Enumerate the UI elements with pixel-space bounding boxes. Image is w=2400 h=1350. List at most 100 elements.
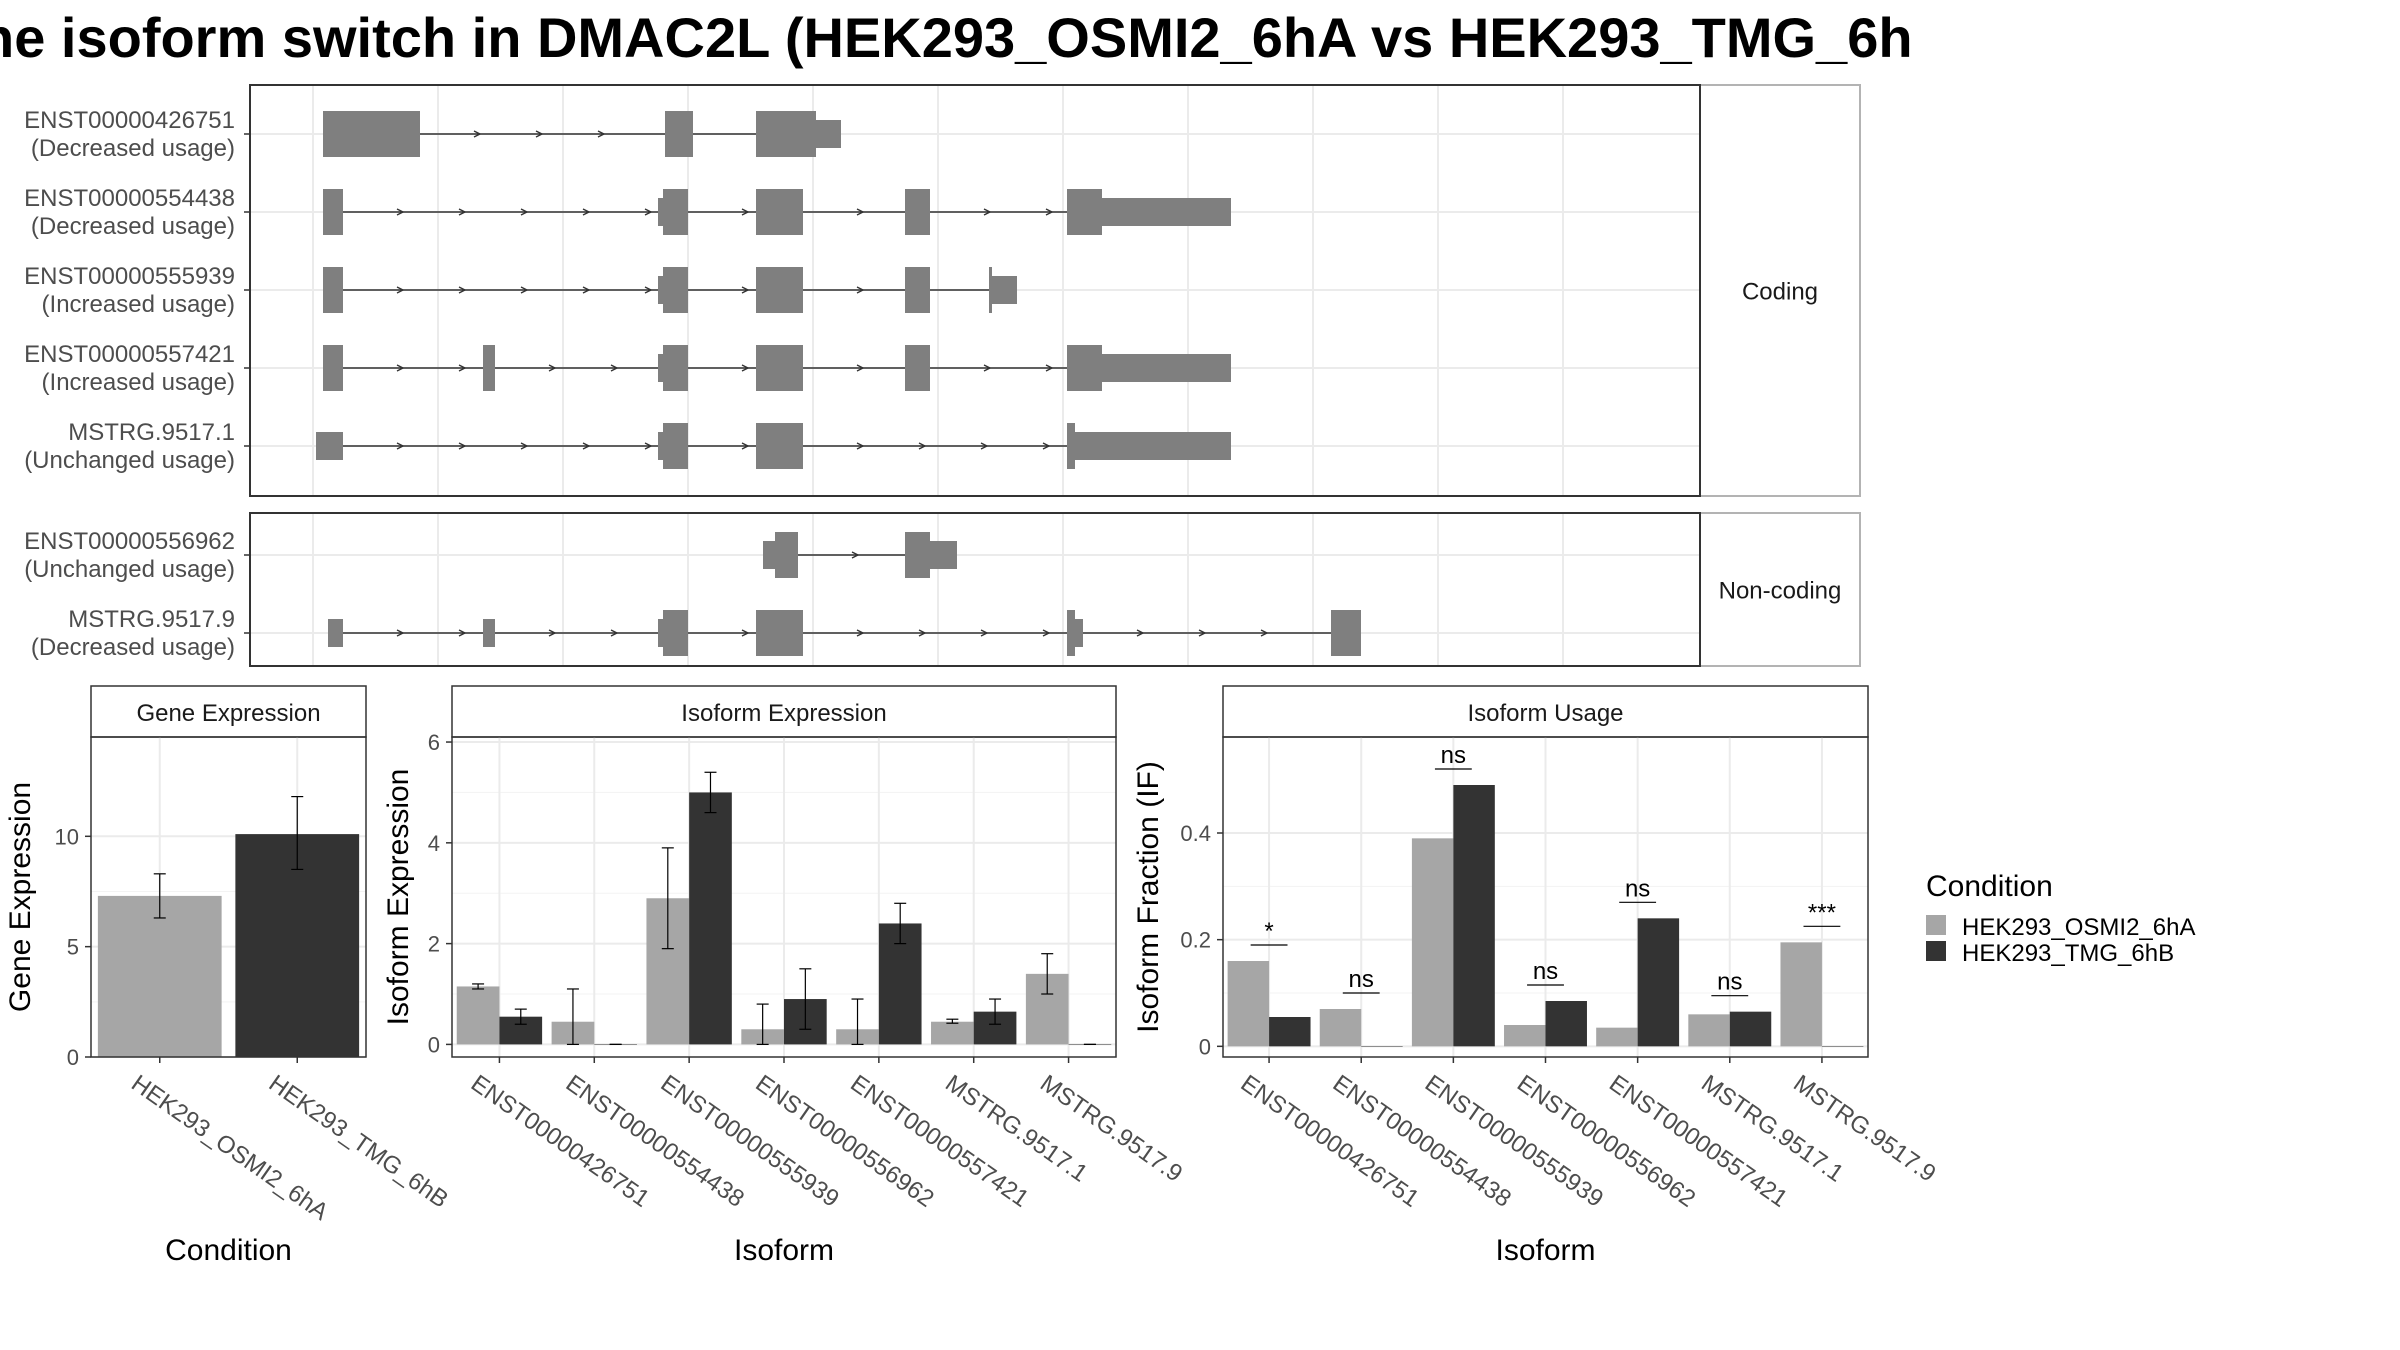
significance-label: * — [1264, 918, 1273, 945]
cds-exon — [775, 532, 798, 578]
cds-exon — [663, 189, 688, 235]
intron-arrow — [983, 208, 992, 216]
panel-strip — [451, 685, 1117, 738]
cds-exon — [905, 189, 930, 235]
cds-exon — [1067, 189, 1102, 235]
transcript-structure-plot: Coding ENST00000426751(Decreased usage) EN… — [24, 84, 1861, 667]
panel-title: Isoform Expression — [681, 700, 886, 727]
cds-exon — [756, 189, 803, 235]
x-axis-title: Isoform — [734, 1234, 834, 1267]
transcript-row: MSTRG.9517.9(Decreased usage) — [31, 606, 1361, 661]
y-tick-label: 4 — [428, 831, 440, 856]
bar — [97, 895, 222, 1057]
legend-title: Condition — [1926, 870, 2053, 903]
transcript-row: ENST00000554438(Decreased usage) — [24, 185, 1231, 240]
utr-exon — [658, 276, 663, 304]
utr-exon — [930, 541, 957, 569]
transcript-row: ENST00000557421(Increased usage) — [24, 341, 1231, 396]
intron-arrow — [1045, 208, 1054, 216]
y-axis-title: Isoform Fraction (IF) — [1132, 761, 1165, 1033]
cds-exon — [663, 610, 688, 656]
panel-border — [90, 736, 367, 1058]
intron-arrow — [856, 208, 865, 216]
cds-exon — [323, 189, 343, 235]
intron-arrow — [396, 364, 405, 372]
intron-arrow — [458, 442, 467, 450]
x-axis-title: Isoform — [1495, 1234, 1595, 1267]
cds-exon — [756, 111, 816, 157]
x-tick-label: ENST00000555939 — [656, 1070, 844, 1213]
transcript-id: MSTRG.9517.1 — [68, 419, 235, 446]
intron-arrow — [741, 364, 750, 372]
utr-exon — [658, 198, 663, 226]
cds-exon — [905, 267, 930, 313]
cds-exon — [756, 423, 803, 469]
intron-arrow — [851, 551, 860, 559]
y-axis-title: Isoform Expression — [382, 769, 415, 1026]
intron-arrow — [918, 629, 927, 637]
cds-exon — [323, 267, 343, 313]
intron-arrow — [983, 364, 992, 372]
significance-label: ns — [1349, 966, 1374, 993]
cds-exon — [405, 111, 420, 157]
figure-title: ne isoform switch in DMAC2L (HEK293_OSMI… — [0, 6, 1913, 69]
facet-1: Non-coding ENST00000556962(Unchanged usag… — [24, 512, 1861, 667]
x-tick-label: ENST00000426751 — [466, 1070, 654, 1213]
transcript-id: ENST00000557421 — [24, 341, 235, 368]
facet-label: Coding — [1742, 279, 1818, 306]
intron-arrow — [548, 629, 557, 637]
panel-title: Gene Expression — [136, 700, 320, 727]
y-axis-title: Gene Expression — [4, 782, 37, 1012]
bar — [1453, 785, 1495, 1047]
facet-0: Coding ENST00000426751(Decreased usage) EN… — [24, 84, 1861, 497]
bar — [1637, 918, 1680, 1047]
intron-arrow — [644, 442, 653, 450]
y-tick-label: 0 — [428, 1032, 440, 1057]
bar — [931, 1021, 974, 1045]
cds-exon — [756, 267, 803, 313]
utr-exon — [316, 432, 343, 460]
cds-exon — [989, 267, 992, 313]
transcript-id: MSTRG.9517.9 — [68, 606, 235, 633]
significance-label: ns — [1533, 958, 1558, 985]
cds-exon — [1067, 610, 1075, 656]
utr-exon — [992, 276, 1017, 304]
intron-arrow — [582, 286, 591, 294]
cds-exon — [1331, 610, 1361, 656]
intron-arrow — [582, 208, 591, 216]
intron-arrow — [610, 629, 619, 637]
bar — [1319, 1009, 1362, 1047]
intron-arrow — [1260, 629, 1269, 637]
cds-exon — [483, 345, 495, 391]
intron-arrow — [644, 286, 653, 294]
intron-arrow — [980, 629, 989, 637]
intron-arrow — [980, 442, 989, 450]
bar — [1545, 1001, 1587, 1047]
intron-arrow — [918, 442, 927, 450]
y-tick-label: 0 — [1199, 1034, 1211, 1059]
intron-arrow — [458, 364, 467, 372]
utr-exon — [1102, 198, 1231, 226]
panel-strip — [90, 685, 367, 738]
intron-arrow — [582, 442, 591, 450]
cds-exon — [1067, 345, 1102, 391]
bar — [1361, 1046, 1403, 1047]
intron-arrow — [458, 629, 467, 637]
intron-arrow — [548, 364, 557, 372]
facet-panel-border — [249, 512, 1701, 667]
facet-label: Non-coding — [1719, 578, 1842, 605]
bar — [456, 986, 500, 1045]
intron-arrow — [396, 208, 405, 216]
utr-exon — [1075, 619, 1083, 647]
utr-exon — [1075, 432, 1231, 460]
legend-label-b: HEK293_TMG_6hB — [1962, 940, 2174, 967]
y-tick-label: 2 — [428, 932, 440, 957]
transcript-id: ENST00000555939 — [24, 263, 235, 290]
transcript-usage: (Decreased usage) — [31, 135, 235, 162]
isoform-usage-panel: Isoform Usage*nsnsnsnsns***00.20.4ENST00… — [1132, 685, 1941, 1267]
intron-arrow — [520, 286, 529, 294]
transcript-row: ENST00000426751(Decreased usage) — [24, 107, 841, 162]
x-tick-label: ENST00000557421 — [845, 1070, 1033, 1213]
intron-arrow — [1042, 629, 1051, 637]
intron-arrow — [396, 629, 405, 637]
